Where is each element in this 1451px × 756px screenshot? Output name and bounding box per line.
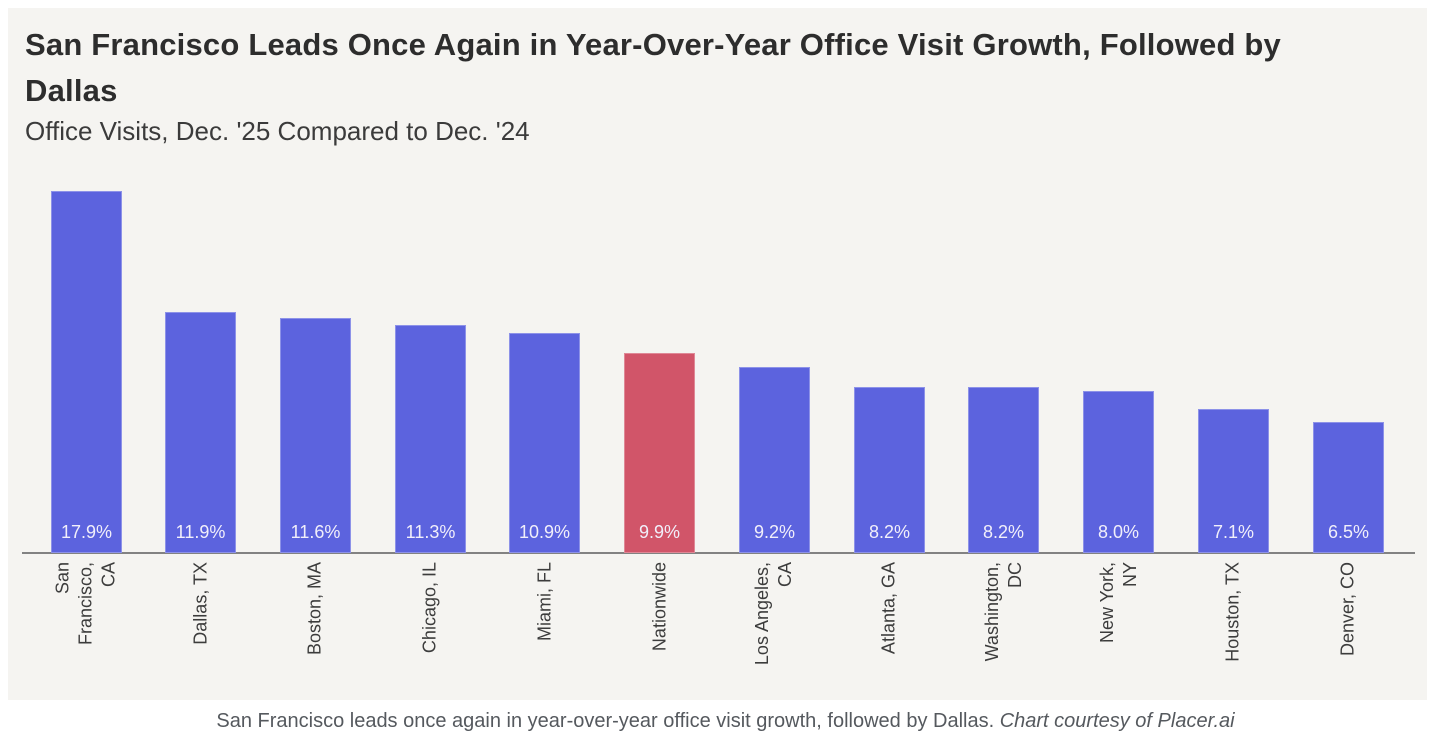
bar-value-label: 11.3%: [405, 522, 456, 542]
bar: 7.1%: [1198, 409, 1269, 553]
x-tick-label-text: Los Angeles, CA: [752, 562, 795, 666]
x-tick-label-text: Denver, CO: [1337, 562, 1358, 657]
bar-value-label: 17.9%: [60, 522, 113, 542]
bar-value-label: 11.9%: [175, 522, 226, 542]
x-tick-label-text: Nationwide: [649, 562, 670, 652]
bar-value-label: 8.0%: [1097, 522, 1140, 542]
bar-value-label: 6.5%: [1327, 522, 1370, 542]
bar: 10.9%: [509, 333, 580, 553]
x-tick-label-text: Dallas, TX: [190, 562, 211, 645]
bar: 8.2%: [968, 387, 1039, 553]
bar-chart-plot: 17.9% San Francisco, CA 11.9% Dallas, TX 11.…: [8, 8, 1427, 700]
bar-value-label: 11.6%: [290, 522, 341, 542]
bar: 11.3%: [395, 325, 466, 553]
x-tick-label-text: Houston, TX: [1222, 562, 1243, 662]
x-tick-label-text: San Francisco, CA: [52, 562, 119, 646]
x-tick-label-text: Miami, FL: [534, 562, 555, 642]
bar-value-label: 8.2%: [868, 522, 911, 542]
bar-value-label: 7.1%: [1212, 522, 1255, 542]
bar: 11.9%: [165, 312, 236, 553]
caption-text: San Francisco leads once again in year-o…: [216, 710, 1000, 732]
bar: 6.5%: [1313, 422, 1384, 553]
bar-value-label: 9.9%: [638, 522, 681, 542]
caption-credit: Chart courtesy of Placer.ai: [999, 710, 1235, 732]
bar-highlight: 9.9%: [624, 353, 695, 553]
bar: 11.6%: [280, 318, 351, 553]
x-axis-line: [22, 552, 1415, 554]
bar: 8.0%: [1083, 391, 1154, 553]
x-tick-label-text: Boston, MA: [304, 562, 325, 656]
bar-value-label: 8.2%: [982, 522, 1025, 542]
bar-value-label: 9.2%: [753, 522, 796, 542]
figure-caption: San Francisco leads once again in year-o…: [0, 710, 1451, 733]
x-tick-label-text: Washington, DC: [982, 562, 1025, 662]
chart-panel: San Francisco Leads Once Again in Year-O…: [8, 8, 1427, 700]
bar: 17.9%: [51, 191, 122, 553]
chart-subtitle: Office Visits, Dec. '25 Compared to Dec.…: [25, 116, 530, 146]
bar-value-label: 10.9%: [518, 522, 571, 542]
x-tick-label-text: New York, NY: [1097, 562, 1140, 644]
chart-title: San Francisco Leads Once Again in Year-O…: [25, 27, 1282, 108]
x-tick-label-text: Atlanta, GA: [878, 562, 899, 655]
bar: 9.2%: [739, 367, 810, 553]
x-tick-label-text: Chicago, IL: [419, 562, 440, 654]
bar: 8.2%: [854, 387, 925, 553]
